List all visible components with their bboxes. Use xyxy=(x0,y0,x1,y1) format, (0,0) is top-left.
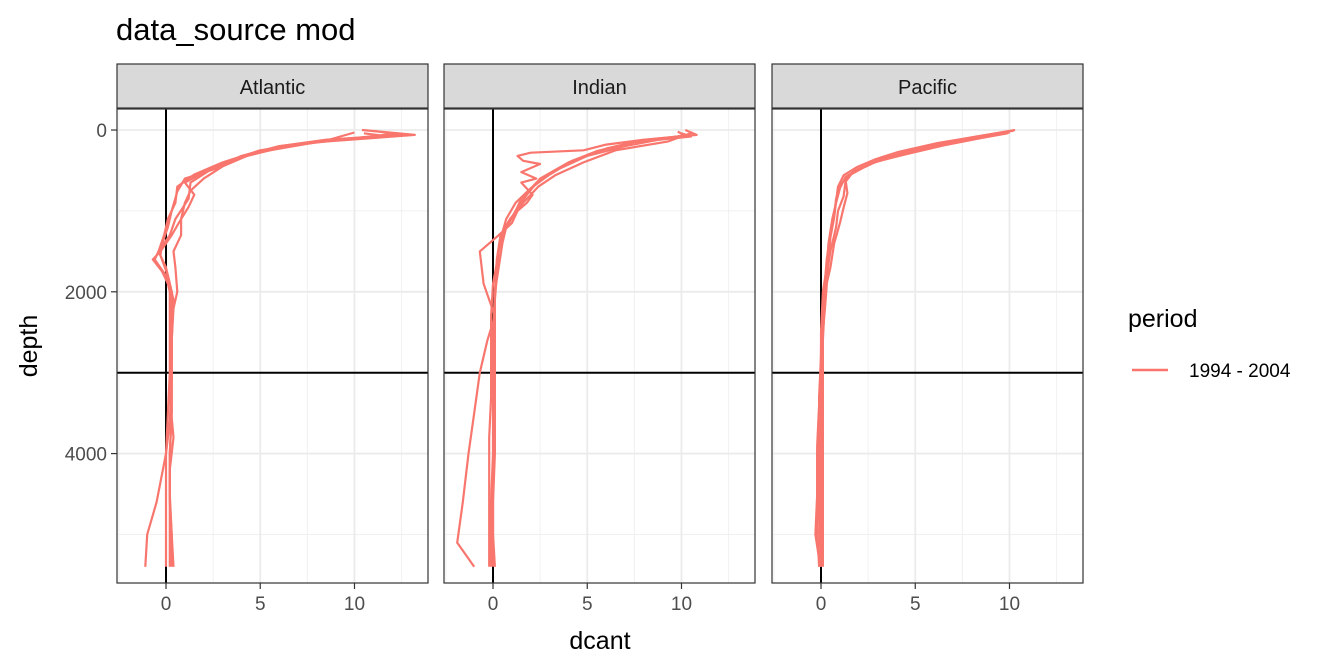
strip-indian xyxy=(443,63,756,109)
x-tick-label: 10 xyxy=(671,594,692,615)
x-tick-label: 0 xyxy=(161,594,172,615)
panel-border xyxy=(771,108,1084,584)
strip-pacific xyxy=(771,63,1084,109)
y-tick-label: 0 xyxy=(96,121,107,142)
x-tick-label: 0 xyxy=(488,594,499,615)
profile-line-5 xyxy=(159,131,355,567)
facet-panels: Atlantic 0 5 10 0 2000 4000 Indian 0 5 10 Pacific 0 5… xyxy=(65,63,1084,615)
y-tick-label: 2000 xyxy=(65,283,107,304)
profile-line-3 xyxy=(817,132,1008,567)
x-tick-label: 10 xyxy=(344,594,365,615)
y-axis-title: depth xyxy=(15,315,43,378)
panel-background xyxy=(117,109,428,583)
y-tick-label: 4000 xyxy=(65,445,107,466)
chart-title: data_source mod xyxy=(116,12,356,47)
legend: period 1994 - 2004 xyxy=(1128,305,1291,382)
x-axis-title: dcant xyxy=(569,627,630,655)
panel-indian: Indian 0 5 10 xyxy=(443,63,756,615)
panel-border xyxy=(443,108,756,584)
profile-line-1 xyxy=(456,128,698,568)
x-tick-label: 5 xyxy=(910,594,921,615)
panel-atlantic: Atlantic 0 5 10 0 2000 4000 xyxy=(65,63,429,615)
profile-line-4 xyxy=(168,133,393,567)
x-tick-label: 5 xyxy=(582,594,593,615)
legend-title: period xyxy=(1128,305,1198,333)
x-tick-label: 10 xyxy=(999,594,1020,615)
x-tick-label: 5 xyxy=(255,594,266,615)
profile-line-5 xyxy=(816,129,1014,567)
profile-line-5 xyxy=(491,131,694,567)
panel-pacific: Pacific 0 5 10 xyxy=(771,63,1084,615)
strip-label: Atlantic xyxy=(240,77,306,99)
x-tick-label: 0 xyxy=(816,594,827,615)
strip-atlantic xyxy=(116,63,429,109)
strip-label: Indian xyxy=(572,77,627,99)
panel-border xyxy=(116,108,429,584)
legend-label: 1994 - 2004 xyxy=(1189,361,1291,382)
strip-label: Pacific xyxy=(898,77,957,99)
